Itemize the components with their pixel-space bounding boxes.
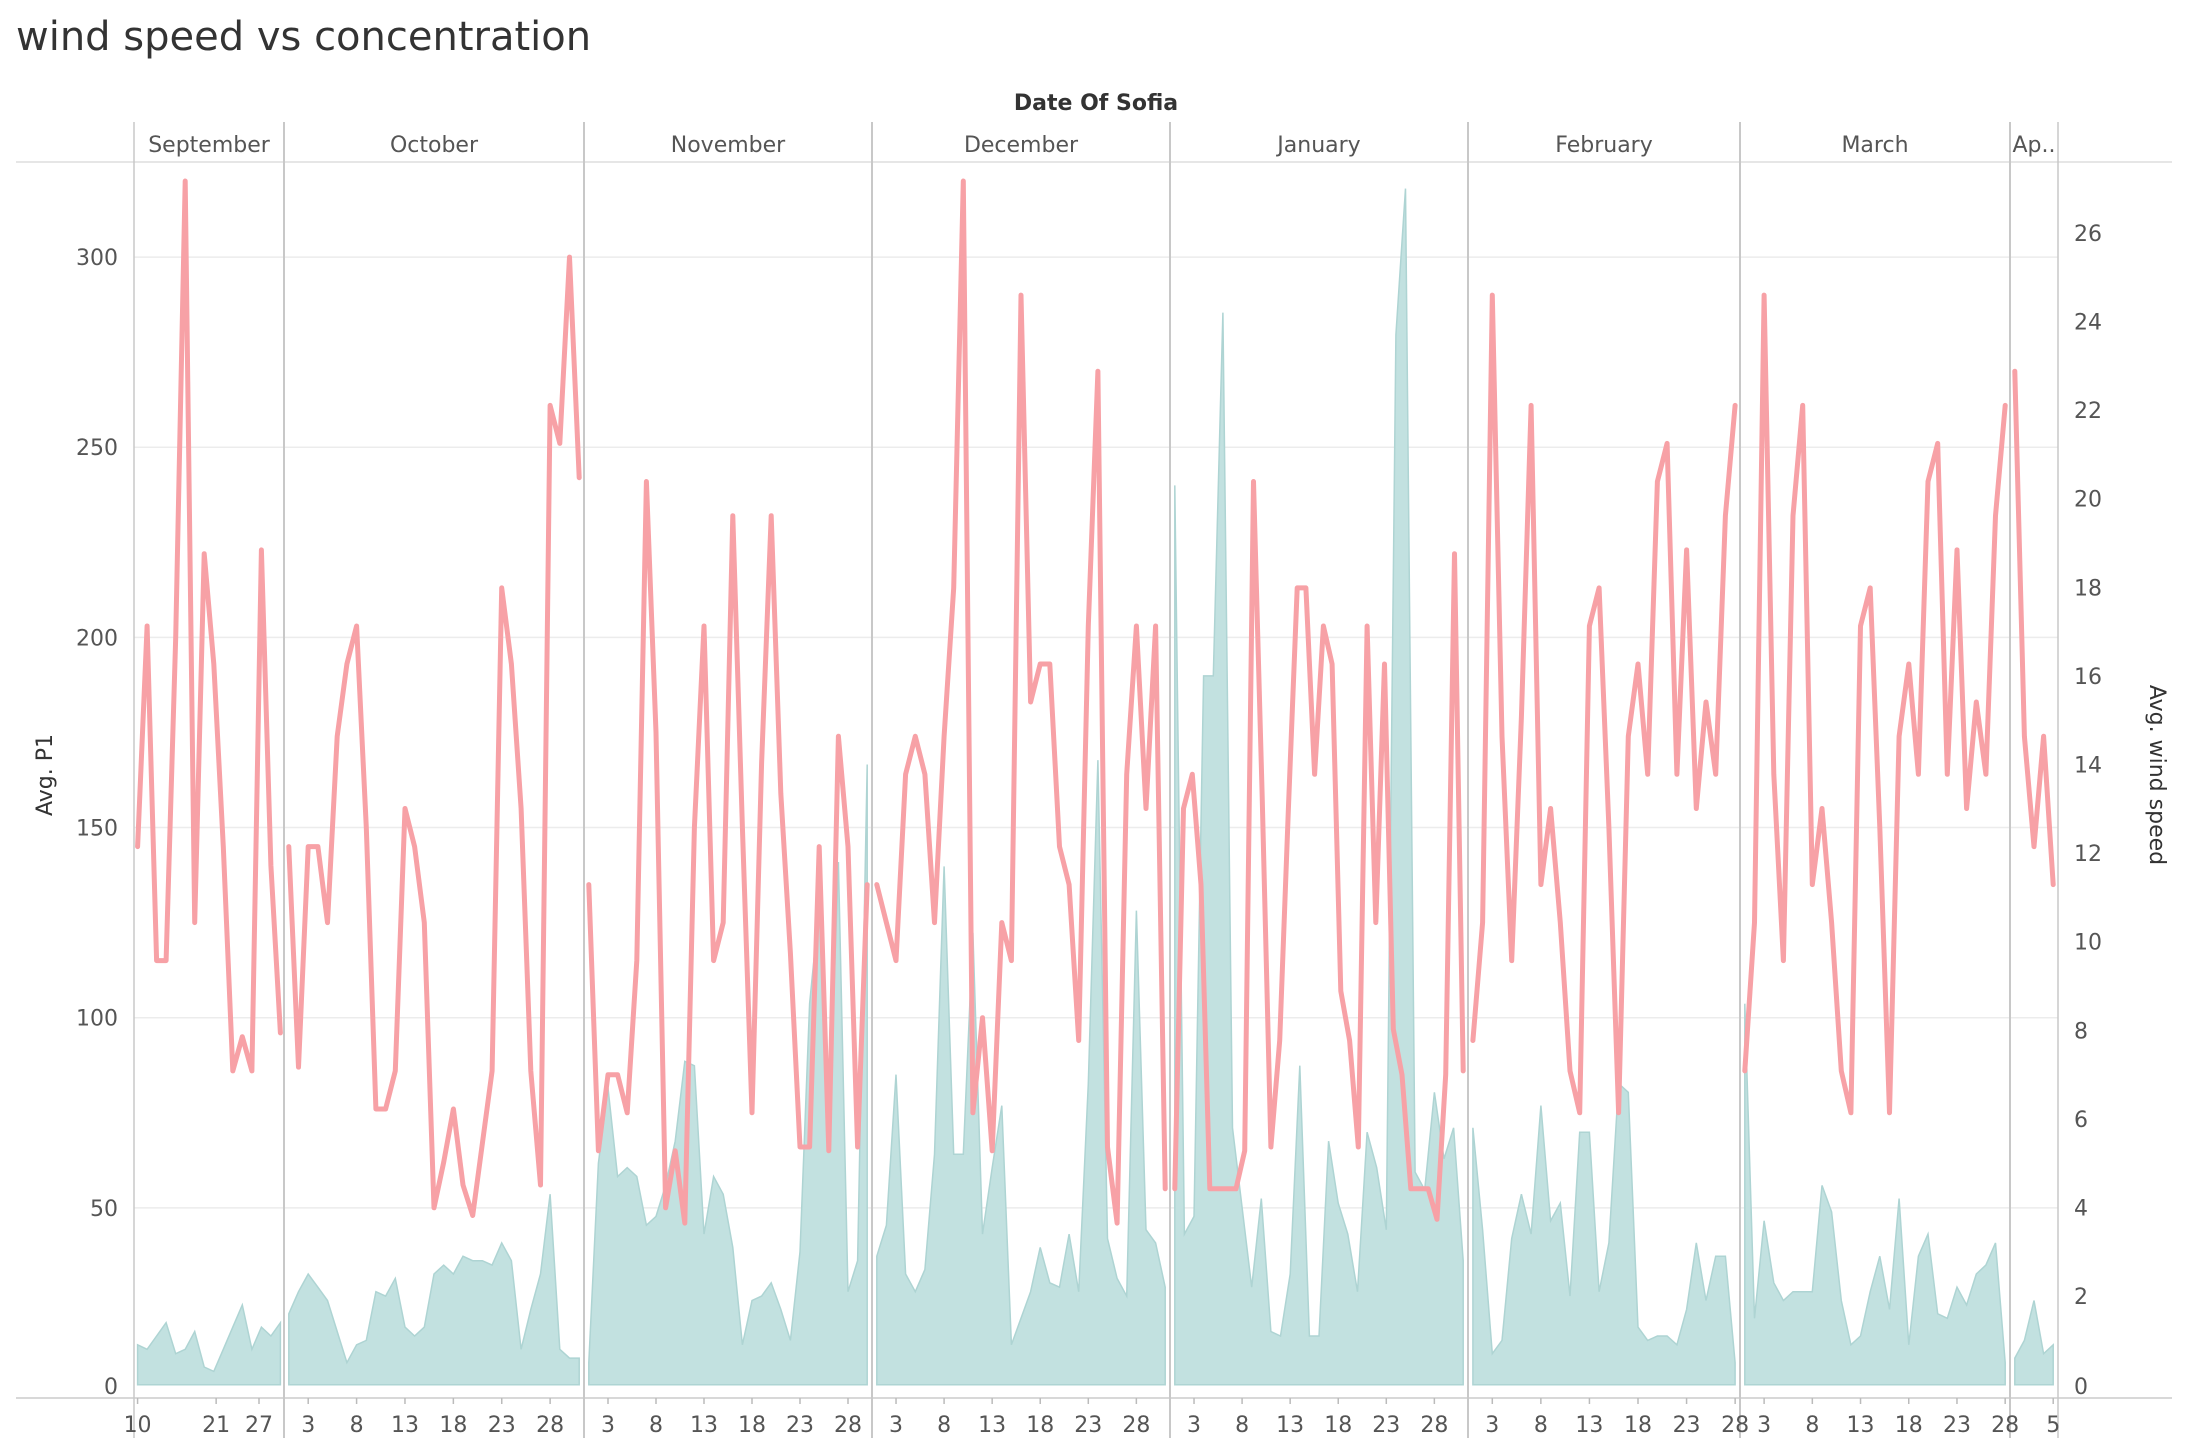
- left-tick-label: 150: [76, 817, 118, 842]
- x-tick-label: 23: [1673, 1413, 1701, 1438]
- x-tick-label: 18: [1624, 1413, 1652, 1438]
- x-tick-label: 23: [786, 1413, 814, 1438]
- left-tick-label: 200: [76, 626, 118, 651]
- wind-speed-area-april: [2014, 1300, 2054, 1386]
- right-tick-label: 8: [2074, 1019, 2088, 1044]
- left-axis-title: Avg. P1: [33, 734, 58, 816]
- month-label-october: October: [390, 133, 479, 158]
- x-tick-label: 8: [1805, 1413, 1819, 1438]
- month-label-january: January: [1275, 133, 1360, 158]
- p1-line-february: [1470, 292, 1738, 1116]
- wind-speed-area-february: [1472, 1081, 1736, 1386]
- left-tick-label: 300: [76, 246, 118, 271]
- right-tick-label: 16: [2074, 665, 2102, 690]
- x-tick-label: 23: [1943, 1413, 1971, 1438]
- x-tick-label: 18: [439, 1413, 467, 1438]
- p1-line-october: [286, 254, 582, 1218]
- x-tick-label: 28: [536, 1413, 564, 1438]
- x-tick-label: 28: [1991, 1413, 2019, 1438]
- month-header-labels: September October November December January F…: [148, 133, 2055, 158]
- x-tick-label: 23: [1372, 1413, 1400, 1438]
- month-label-february: February: [1555, 133, 1653, 158]
- header-title: Date Of Sofia: [1014, 91, 1178, 116]
- x-tick-label: 13: [391, 1413, 419, 1438]
- wind-speed-area-october: [288, 1194, 580, 1386]
- right-tick-label: 0: [2074, 1375, 2088, 1400]
- x-tick-label: 28: [1122, 1413, 1150, 1438]
- right-tick-label: 26: [2074, 222, 2102, 247]
- wind-speed-area-january: [1174, 188, 1464, 1386]
- x-tick-label: 3: [1485, 1413, 1499, 1438]
- x-tick-label: 18: [738, 1413, 766, 1438]
- p1-line-march: [1742, 292, 2008, 1116]
- x-tick-label: 23: [1074, 1413, 1102, 1438]
- month-label-september: September: [148, 133, 271, 158]
- x-tick-label: 18: [1895, 1413, 1923, 1438]
- x-tick-label: 21: [202, 1413, 230, 1438]
- x-tick-label: 13: [1847, 1413, 1875, 1438]
- right-tick-label: 18: [2074, 576, 2102, 601]
- x-tick-label: 28: [1420, 1413, 1448, 1438]
- month-label-november: November: [671, 133, 786, 158]
- x-tick-label: 28: [1721, 1413, 1749, 1438]
- right-tick-label: 6: [2074, 1108, 2088, 1133]
- left-tick-label: 250: [76, 436, 118, 461]
- x-tick-label: 18: [1324, 1413, 1352, 1438]
- x-tick-label: 13: [690, 1413, 718, 1438]
- left-tick-label: 50: [90, 1197, 118, 1222]
- wind-speed-area-march: [1744, 1003, 2006, 1386]
- month-label-march: March: [1841, 133, 1908, 158]
- x-tick-labels: 10 21 27 3 8 13 18 23 28 3 8 13 18 23 28 3 8 13 18 23 28 3 8 13…: [124, 1398, 2060, 1438]
- x-tick-label: 13: [1575, 1413, 1603, 1438]
- right-tick-label: 12: [2074, 842, 2102, 867]
- p1-line-layer: [135, 178, 2056, 1226]
- left-tick-label: 100: [76, 1007, 118, 1032]
- right-tick-label: 14: [2074, 753, 2102, 778]
- x-tick-label: 3: [889, 1413, 903, 1438]
- p1-line-november: [586, 479, 870, 1226]
- wind-speed-area-december: [876, 760, 1166, 1386]
- p1-line-april: [2012, 368, 2056, 888]
- x-tick-label: 23: [488, 1413, 516, 1438]
- x-tick-label: 5: [2046, 1413, 2060, 1438]
- p1-line-september: [135, 178, 283, 1074]
- left-tick-label: 0: [104, 1375, 118, 1400]
- p1-line-december: [874, 178, 1168, 1226]
- wind-speed-area-september: [136, 1302, 282, 1386]
- x-tick-label: 8: [649, 1413, 663, 1438]
- right-tick-label: 2: [2074, 1285, 2088, 1310]
- chart-title: wind speed vs concentration: [16, 14, 591, 60]
- right-axis-title: Avg. wind speed: [2144, 685, 2169, 865]
- right-tick-label: 4: [2074, 1197, 2088, 1222]
- x-tick-label: 27: [245, 1413, 273, 1438]
- x-tick-label: 3: [601, 1413, 615, 1438]
- x-tick-label: 8: [1235, 1413, 1249, 1438]
- x-tick-label: 8: [350, 1413, 364, 1438]
- right-tick-label: 10: [2074, 931, 2102, 956]
- x-tick-label: 28: [834, 1413, 862, 1438]
- x-tick-label: 8: [937, 1413, 951, 1438]
- x-tick-label: 10: [124, 1413, 152, 1438]
- x-tick-label: 13: [1276, 1413, 1304, 1438]
- month-label-december: December: [964, 133, 1079, 158]
- right-tick-label: 22: [2074, 399, 2102, 424]
- x-tick-label: 3: [301, 1413, 315, 1438]
- wind-speed-area-layer: [136, 188, 2054, 1386]
- right-tick-label: 20: [2074, 488, 2102, 513]
- p1-line-january: [1172, 479, 1466, 1222]
- month-label-april: Ap..: [2012, 133, 2055, 158]
- x-tick-label: 13: [978, 1413, 1006, 1438]
- right-tick-label: 24: [2074, 310, 2102, 335]
- x-tick-label: 8: [1534, 1413, 1548, 1438]
- left-axis-ticks: 0 50 100 150 200 250 300: [76, 246, 118, 1400]
- x-tick-label: 18: [1026, 1413, 1054, 1438]
- x-tick-label: 3: [1757, 1413, 1771, 1438]
- x-tick-label: 3: [1187, 1413, 1201, 1438]
